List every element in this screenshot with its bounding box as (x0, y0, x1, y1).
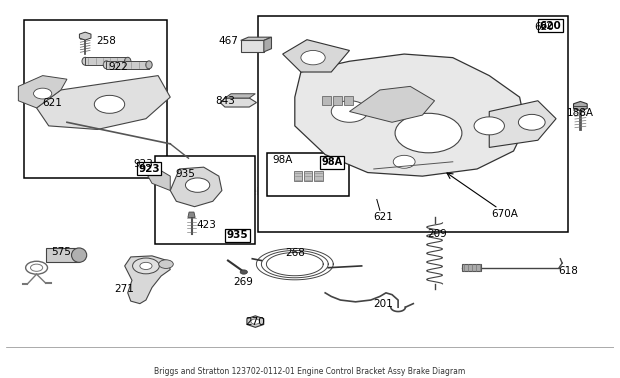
Text: 843: 843 (215, 96, 235, 106)
Polygon shape (283, 40, 350, 72)
Bar (259, 16, 568, 232)
Bar (24, 20, 167, 178)
Text: eReplacementParts.com: eReplacementParts.com (250, 187, 370, 197)
Text: 423: 423 (197, 220, 216, 229)
Circle shape (133, 258, 159, 274)
Text: 268: 268 (285, 248, 305, 258)
FancyBboxPatch shape (333, 96, 342, 105)
Text: Briggs and Stratton 123702-0112-01 Engine Control Bracket Assy Brake Diagram: Briggs and Stratton 123702-0112-01 Engin… (154, 367, 466, 376)
Bar (267, 153, 350, 196)
Polygon shape (79, 32, 91, 40)
Polygon shape (294, 54, 526, 176)
Circle shape (393, 155, 415, 168)
Text: 467: 467 (218, 37, 238, 46)
Text: 258: 258 (97, 37, 117, 46)
Text: 922: 922 (108, 62, 128, 71)
Polygon shape (37, 76, 170, 129)
Circle shape (518, 115, 545, 130)
Circle shape (159, 260, 173, 268)
Polygon shape (19, 76, 67, 108)
Bar (107, 61, 149, 69)
Polygon shape (220, 98, 257, 107)
Ellipse shape (53, 248, 68, 262)
Polygon shape (574, 101, 587, 111)
Polygon shape (125, 256, 170, 304)
Text: 618: 618 (558, 266, 578, 276)
Polygon shape (170, 167, 222, 207)
Text: 98A: 98A (321, 157, 342, 167)
Text: 209: 209 (428, 229, 448, 239)
FancyBboxPatch shape (294, 171, 302, 181)
Text: 621: 621 (373, 212, 393, 222)
FancyBboxPatch shape (462, 264, 481, 271)
Bar (85, 57, 128, 65)
Ellipse shape (146, 61, 152, 69)
Bar (46, 248, 79, 262)
Text: 188A: 188A (567, 108, 594, 118)
Text: 923: 923 (133, 159, 153, 169)
Bar (155, 156, 255, 244)
Circle shape (94, 95, 125, 113)
Text: 670A: 670A (491, 209, 518, 219)
FancyBboxPatch shape (304, 171, 312, 181)
FancyBboxPatch shape (314, 171, 323, 181)
Circle shape (185, 178, 210, 192)
Polygon shape (241, 40, 264, 52)
Text: 98A: 98A (272, 155, 293, 165)
Text: 935: 935 (226, 230, 248, 240)
Polygon shape (264, 37, 272, 52)
Polygon shape (188, 212, 195, 217)
Text: 575: 575 (51, 246, 71, 257)
Polygon shape (247, 316, 264, 327)
Circle shape (395, 113, 462, 153)
Text: 201: 201 (373, 299, 393, 308)
Circle shape (33, 88, 51, 99)
Ellipse shape (125, 57, 131, 65)
Circle shape (331, 101, 368, 122)
Ellipse shape (82, 57, 89, 65)
Text: 935: 935 (175, 169, 195, 179)
Circle shape (240, 270, 247, 274)
Text: 621: 621 (42, 98, 62, 107)
Text: 620: 620 (534, 22, 554, 32)
Polygon shape (350, 87, 435, 122)
Text: 271: 271 (115, 284, 135, 294)
Circle shape (474, 117, 505, 135)
Ellipse shape (104, 61, 110, 69)
FancyBboxPatch shape (344, 96, 353, 105)
Polygon shape (489, 101, 556, 147)
Circle shape (140, 262, 152, 270)
Ellipse shape (71, 248, 87, 262)
Circle shape (251, 319, 260, 324)
Polygon shape (146, 169, 170, 191)
FancyBboxPatch shape (322, 96, 331, 105)
Text: 923: 923 (138, 164, 160, 174)
Text: 269: 269 (233, 277, 253, 287)
Text: 620: 620 (539, 21, 561, 31)
Polygon shape (225, 94, 255, 98)
Text: 270: 270 (246, 317, 265, 327)
Polygon shape (241, 37, 272, 40)
Circle shape (301, 50, 325, 65)
